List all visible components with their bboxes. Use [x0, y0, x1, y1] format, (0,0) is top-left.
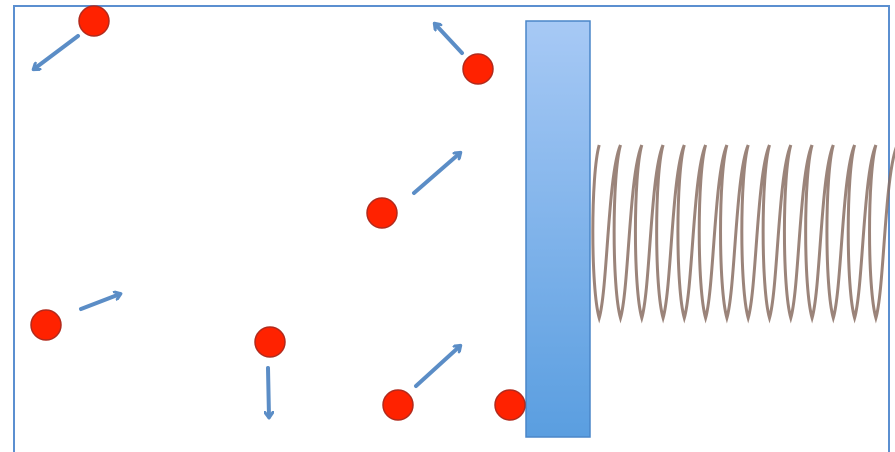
- particle-icon: [494, 389, 526, 421]
- arrow-icon: [412, 153, 460, 195]
- particle-icon: [254, 326, 286, 358]
- particle-icon: [462, 53, 494, 85]
- arrow-icon: [79, 294, 120, 311]
- spring-icon: [591, 144, 895, 324]
- particle-icon: [30, 309, 62, 341]
- arrow-icon: [34, 34, 80, 69]
- arrow-icon: [414, 346, 460, 388]
- spring-coils: [591, 144, 895, 324]
- container-wall: [13, 5, 890, 452]
- particle-icon: [366, 197, 398, 229]
- piston-icon: [525, 20, 591, 438]
- velocity-arrows: [34, 24, 464, 417]
- arrow-icon: [268, 366, 269, 417]
- gas-particles: [30, 5, 526, 421]
- particle-icon: [78, 5, 110, 37]
- arrow-icon: [435, 24, 464, 55]
- particle-icon: [382, 389, 414, 421]
